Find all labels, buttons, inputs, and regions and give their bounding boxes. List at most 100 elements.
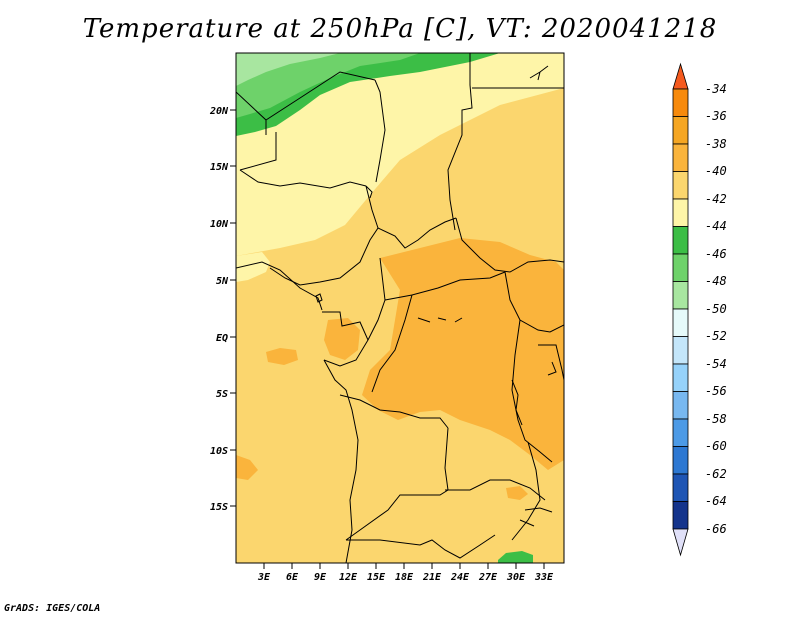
lon-label-21e: 21E (422, 572, 442, 583)
lat-label-15s: 15S (210, 502, 228, 513)
island-bioko (315, 293, 323, 303)
border-nigeria-e (377, 217, 457, 249)
field-band-38-40-sw (236, 455, 258, 480)
lat-axis: 20N 15N 10N 5N EQ 5S 10S 15S (209, 106, 236, 513)
lake-chad (365, 185, 373, 199)
colorbar-label: -46 (705, 247, 727, 261)
lon-label-15e: 15E (367, 572, 386, 583)
colorbar-cell (672, 198, 689, 227)
lat-label-20n: 20N (209, 106, 229, 117)
colorbar-label: -50 (705, 302, 727, 316)
border-gabon (322, 311, 369, 367)
colorbar-label: -40 (705, 164, 727, 178)
colorbar-label: -62 (705, 467, 727, 481)
colorbar-cell (672, 473, 689, 502)
lat-label-eq: EQ (216, 333, 228, 344)
lon-label-18e: 18E (395, 572, 414, 583)
border-north-4 (447, 53, 473, 231)
lat-label-10n: 10N (210, 219, 229, 230)
colorbar-label: -58 (705, 412, 727, 426)
lat-label-15n: 15N (210, 162, 229, 173)
border-east-1 (504, 271, 564, 333)
river-congo (417, 317, 463, 323)
colorbar-cell (672, 171, 689, 200)
lon-label-30e: 30E (506, 572, 526, 583)
colorbar-label: -38 (705, 137, 727, 151)
lon-label-9e: 9E (314, 572, 327, 583)
border-angola-n (339, 394, 449, 429)
colorbar-label: -66 (705, 522, 727, 536)
colorbar-cell (672, 418, 689, 447)
colorbar-cell (672, 501, 689, 530)
border-west-coast (236, 261, 323, 311)
border-lake-1 (511, 379, 523, 426)
lon-label-24e: 24E (450, 572, 470, 583)
border-namibia (346, 534, 496, 559)
field-band-38-40-west (266, 348, 298, 365)
grads-credit: GrADS: IGES/COLA (4, 603, 101, 614)
colorbar-cell (672, 446, 689, 475)
temperature-field (236, 53, 564, 563)
lon-label-27e: 27E (478, 572, 498, 583)
east-coast-s (524, 507, 553, 513)
border-car-n (455, 217, 564, 273)
colorbar-cell (672, 281, 689, 310)
redsea-coast (529, 65, 549, 81)
colorbar-label: -56 (705, 384, 727, 398)
field-band-42-44-west (236, 252, 270, 282)
map-frame (235, 52, 565, 564)
border-lake-2 (547, 361, 557, 376)
field-band-38-40-east-s (506, 486, 528, 500)
colorbar-cap-bottom (672, 528, 689, 557)
border-congo (367, 299, 386, 341)
colorbar-cell (672, 88, 689, 117)
border-north-7 (239, 169, 367, 189)
coast-angola (323, 359, 359, 563)
colorbar-label: -42 (705, 192, 727, 206)
colorbar-label: -64 (705, 494, 727, 508)
lon-label-12e: 12E (339, 572, 358, 583)
border-east-2 (511, 319, 553, 463)
colorbar-label: -54 (705, 357, 727, 371)
border-drc-n (371, 294, 413, 393)
border-north-3 (374, 79, 386, 183)
colorbar-cell (672, 143, 689, 172)
colorbar-cell (672, 253, 689, 282)
colorbar-cell (672, 226, 689, 255)
borders (236, 53, 564, 563)
lon-axis: 3E 6E 9E 12E 15E 18E 21E 24E 27E 30E 33E (257, 563, 554, 583)
field-band-46-48 (236, 53, 420, 118)
border-north-6 (239, 132, 277, 171)
lat-label-10s: 10S (210, 446, 228, 457)
lon-label-3e: 3E (257, 572, 271, 583)
field-band-44-46-south (498, 551, 533, 563)
field-band-38-40-central (362, 238, 564, 470)
lon-label-6e: 6E (286, 572, 299, 583)
field-band-38-40-coast (324, 318, 360, 360)
border-zambia (445, 479, 546, 501)
colorbar (672, 62, 689, 557)
colorbar-cell (672, 391, 689, 420)
map-title: Temperature at 250hPa [C], VT: 202004121… (82, 14, 718, 44)
lon-label-33e: 33E (534, 572, 554, 583)
colorbar-cell (672, 308, 689, 337)
colorbar-cap-top (672, 62, 689, 90)
border-angola-e (345, 427, 449, 541)
field-band-42-44-north (236, 53, 564, 256)
colorbar-label: -36 (705, 109, 727, 123)
colorbar-label: -52 (705, 329, 727, 343)
colorbar-cell (672, 116, 689, 145)
colorbar-label: -34 (705, 82, 727, 96)
border-east-3 (538, 344, 564, 381)
lat-label-5n: 5N (216, 276, 229, 287)
east-coast-s2 (519, 519, 535, 527)
field-band-48-50 (236, 53, 340, 86)
colorbar-label: -44 (705, 219, 727, 233)
border-north-2 (265, 71, 376, 121)
colorbar-labels: -34 -36 -38 -40 -42 -44 -46 -48 -50 -52 … (705, 82, 727, 536)
colorbar-cell (672, 363, 689, 392)
lat-label-5s: 5S (216, 389, 228, 400)
border-east-4 (511, 441, 541, 541)
colorbar-label: -60 (705, 439, 727, 453)
